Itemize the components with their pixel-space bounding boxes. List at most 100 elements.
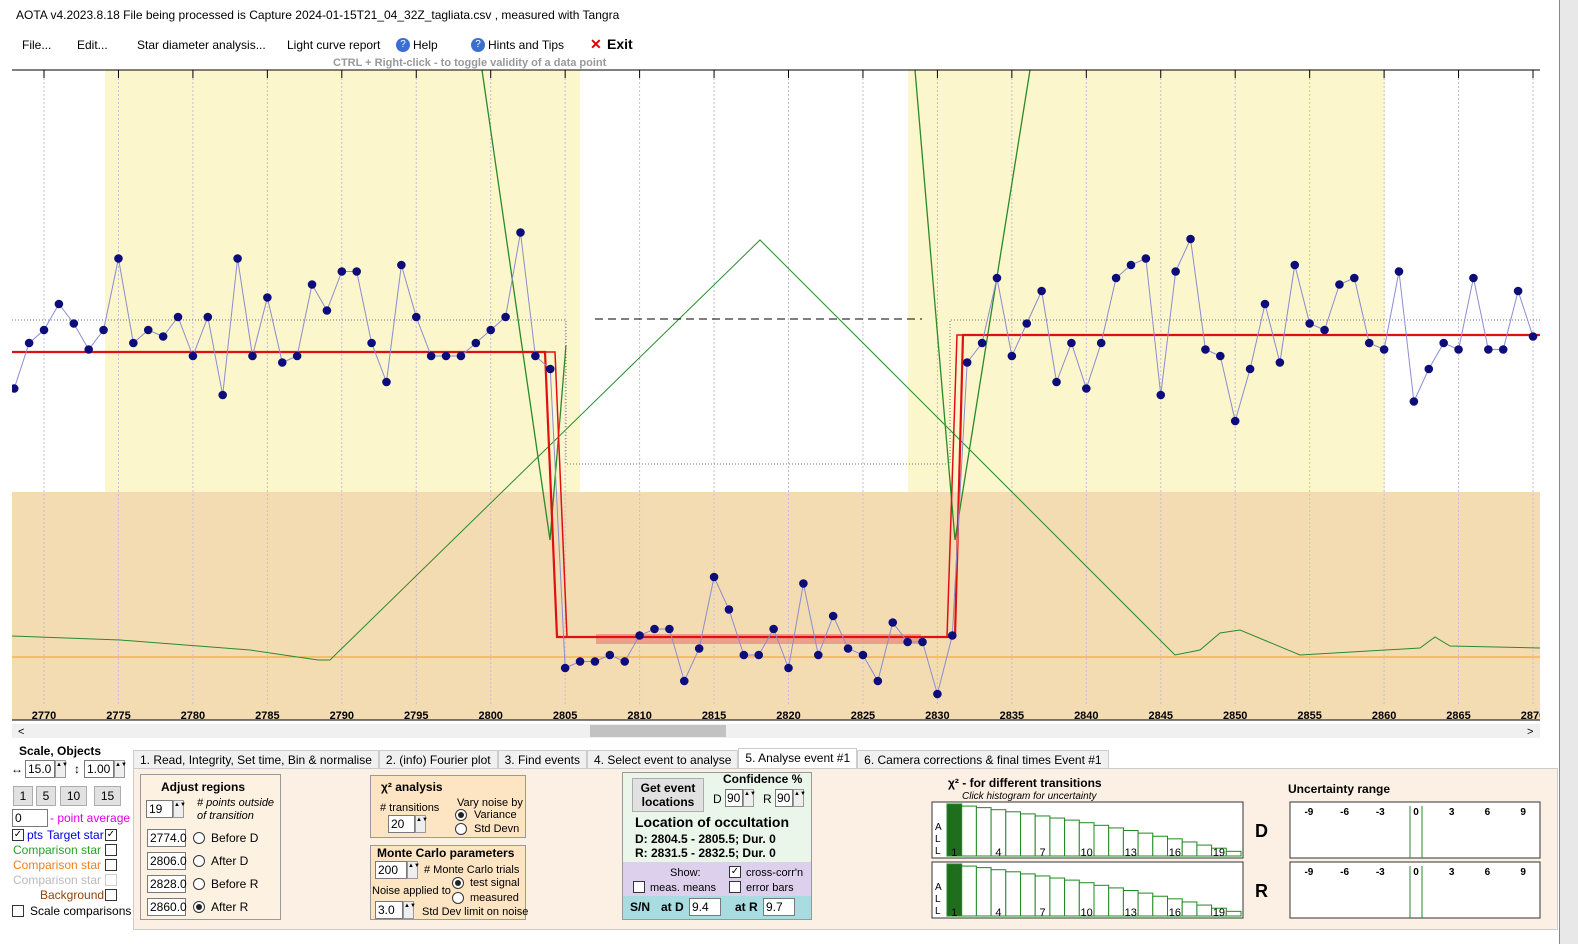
radio[interactable] xyxy=(193,878,205,890)
data-point[interactable] xyxy=(531,351,540,361)
tab[interactable]: 6. Camera corrections & final times Even… xyxy=(857,750,1109,769)
data-point[interactable] xyxy=(694,644,704,653)
data-point[interactable] xyxy=(560,663,570,673)
menu-edit[interactable]: Edit... xyxy=(77,38,108,52)
menu-star-diameter[interactable]: Star diameter analysis... xyxy=(137,38,266,52)
average[interactable]: 0 xyxy=(12,809,48,827)
data-point[interactable] xyxy=(54,299,64,309)
data-point[interactable] xyxy=(367,338,376,348)
data-point[interactable] xyxy=(650,624,659,634)
data-point[interactable] xyxy=(635,631,644,640)
tab[interactable]: 3. Find events xyxy=(497,750,587,769)
data-point[interactable] xyxy=(1126,260,1136,270)
data-point[interactable] xyxy=(129,338,138,348)
data-point[interactable] xyxy=(1335,280,1344,289)
radio[interactable] xyxy=(455,809,467,821)
spin[interactable]: ▲▼ xyxy=(173,800,186,818)
data-point[interactable] xyxy=(739,650,749,660)
data-point[interactable] xyxy=(1096,338,1106,348)
data-point[interactable] xyxy=(918,637,927,647)
data-point[interactable] xyxy=(1290,260,1300,270)
scroll-right[interactable]: > xyxy=(1527,726,1533,738)
radio[interactable] xyxy=(455,823,467,835)
scrollbar[interactable] xyxy=(12,724,1540,738)
data-point[interactable] xyxy=(99,325,108,335)
radio[interactable] xyxy=(452,892,464,904)
data-point[interactable] xyxy=(709,572,719,582)
data-point[interactable] xyxy=(605,650,615,660)
spin[interactable]: ▲▼ xyxy=(114,760,127,778)
data-point[interactable] xyxy=(292,351,302,361)
data-point[interactable] xyxy=(1156,390,1166,400)
show-checkbox[interactable] xyxy=(633,881,645,893)
data-point[interactable] xyxy=(947,631,957,640)
data-point[interactable] xyxy=(188,351,198,361)
data-point[interactable] xyxy=(1082,384,1091,393)
data-point[interactable] xyxy=(352,267,362,276)
data-point[interactable] xyxy=(1245,364,1255,374)
region-input[interactable]: 2828.0 xyxy=(147,875,187,893)
scale-button[interactable]: 10 xyxy=(60,786,87,806)
scroll-thumb[interactable] xyxy=(590,725,726,737)
data-point[interactable] xyxy=(114,254,123,263)
menu-exit[interactable]: Exit xyxy=(607,36,633,52)
data-point[interactable] xyxy=(307,280,317,289)
data-point[interactable] xyxy=(620,657,630,666)
spin[interactable]: ▲▼ xyxy=(403,901,416,919)
data-point[interactable] xyxy=(516,228,525,237)
scroll-left[interactable]: < xyxy=(18,726,24,738)
data-point[interactable] xyxy=(1067,338,1076,348)
data-point[interactable] xyxy=(24,338,34,348)
data-point[interactable] xyxy=(1439,338,1448,348)
data-point[interactable] xyxy=(903,637,912,647)
scale-comparisons-checkbox[interactable] xyxy=(12,905,24,917)
data-point[interactable] xyxy=(1320,325,1329,335)
data-point[interactable] xyxy=(679,676,689,686)
data-point[interactable] xyxy=(962,358,972,367)
data-point[interactable] xyxy=(158,332,168,341)
data-point[interactable] xyxy=(501,312,510,322)
show-checkbox[interactable]: ✓ xyxy=(729,866,741,878)
data-point[interactable] xyxy=(10,384,19,393)
scale-button[interactable]: 5 xyxy=(36,786,56,806)
radio[interactable] xyxy=(193,901,205,913)
data-point[interactable] xyxy=(888,618,898,627)
data-point[interactable] xyxy=(426,351,436,361)
data-point[interactable] xyxy=(724,605,734,614)
data-point[interactable] xyxy=(992,273,1002,283)
data-point[interactable] xyxy=(441,351,451,361)
data-point[interactable] xyxy=(665,624,674,634)
data-point[interactable] xyxy=(1424,364,1434,374)
data-point[interactable] xyxy=(1201,345,1210,354)
data-point[interactable] xyxy=(69,319,79,328)
d-confidence[interactable]: 90 xyxy=(725,789,743,807)
spin[interactable]: ▲▼ xyxy=(793,789,806,807)
data-point[interactable] xyxy=(1052,377,1061,387)
data-point[interactable] xyxy=(1260,299,1270,309)
scale-button[interactable]: 15 xyxy=(94,786,121,806)
data-point[interactable] xyxy=(545,364,555,374)
data-point[interactable] xyxy=(382,377,391,387)
region-input[interactable]: 2806.0 xyxy=(147,852,187,870)
menu-light-curve[interactable]: Light curve report xyxy=(287,38,381,52)
data-point[interactable] xyxy=(933,689,942,699)
tab[interactable]: 5. Analyse event #1 xyxy=(738,748,858,769)
data-point[interactable] xyxy=(1498,345,1508,354)
object-checkbox[interactable] xyxy=(105,844,117,856)
data-point[interactable] xyxy=(1305,319,1314,328)
data-point[interactable] xyxy=(1409,397,1419,406)
tab[interactable]: 4. Select event to analyse xyxy=(586,750,739,769)
menu-file[interactable]: File... xyxy=(22,38,52,52)
data-point[interactable] xyxy=(173,312,183,322)
data-point[interactable] xyxy=(248,351,257,361)
data-point[interactable] xyxy=(1111,273,1121,283)
points-input[interactable]: 19 xyxy=(146,800,173,818)
data-point[interactable] xyxy=(84,345,93,354)
object-checkbox[interactable]: ✓ xyxy=(105,829,117,841)
scale-x[interactable]: 15.0 xyxy=(25,760,55,778)
data-point[interactable] xyxy=(471,338,481,348)
data-point[interactable] xyxy=(769,624,778,634)
data-point[interactable] xyxy=(977,338,987,348)
data-point[interactable] xyxy=(1513,286,1523,296)
limit-input[interactable]: 3.0 xyxy=(375,901,403,919)
